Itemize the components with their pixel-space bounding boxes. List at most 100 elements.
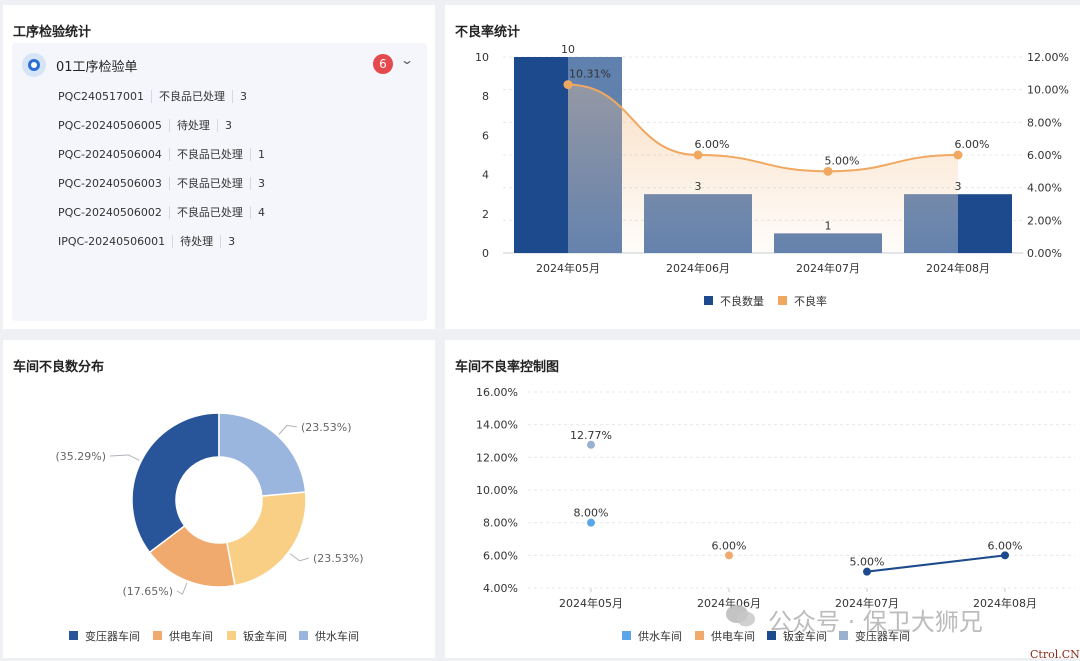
rate-line: [567, 83, 959, 173]
legend-label: 变压器车间: [855, 629, 910, 643]
chevron-down-icon[interactable]: ⌄: [399, 53, 415, 67]
inspection-qty: 3: [231, 90, 254, 103]
inspection-code: IPQC-20240506001: [58, 235, 166, 248]
legend-label: 钣金车间: [243, 629, 287, 643]
left-axis-tick-label: 10: [475, 51, 489, 64]
right-axis-tick-label: 4.00%: [1027, 182, 1062, 195]
series-line: [866, 554, 1006, 573]
scatter-point: [725, 551, 733, 560]
y-axis-tick-label: 16.00%: [476, 386, 518, 399]
legend-swatch: [767, 631, 776, 640]
inspection-row[interactable]: PQC-20240506004 不良品已处理 1: [58, 148, 272, 177]
legend-swatch: [153, 631, 162, 640]
slice-leader-line: [109, 454, 140, 461]
left-axis-tick-label: 6: [482, 129, 489, 142]
inspection-status: 不良品已处理: [150, 90, 232, 103]
y-axis-tick-label: 12.00%: [476, 451, 518, 464]
point-label: 5.00%: [850, 556, 885, 569]
legend-label: 供电车间: [169, 629, 213, 643]
inspection-list: PQC240517001 不良品已处理 3 PQC-20240506005 待处理 3 PQ…: [58, 90, 272, 264]
bar-value-label: 3: [695, 180, 702, 193]
inspection-qty: 3: [220, 235, 242, 248]
slice-leader-line: [176, 582, 188, 595]
inspection-status: 不良品已处理: [168, 177, 250, 190]
slice-label: (17.65%): [122, 585, 173, 598]
x-axis-tick-label: 2024年05月: [559, 596, 623, 610]
inspection-code: PQC-20240506002: [58, 206, 162, 219]
legend-swatch: [69, 631, 78, 640]
legend-label: 供电车间: [711, 629, 755, 643]
rate-label: 6.00%: [955, 138, 990, 151]
right-axis-tick-label: 8.00%: [1027, 116, 1062, 129]
right-axis-tick-label: 6.00%: [1027, 149, 1062, 162]
legend-label: 不良数量: [720, 294, 764, 308]
inspection-qty: 3: [249, 177, 272, 190]
y-axis-tick-label: 8.00%: [483, 517, 518, 530]
inspection-code: PQC240517001: [58, 90, 144, 103]
y-axis-tick-label: 14.00%: [476, 419, 518, 432]
left-axis-tick-label: 4: [482, 169, 489, 182]
x-axis-tick-label: 2024年08月: [973, 596, 1037, 610]
panel-title: 不良率统计: [455, 25, 521, 40]
slice-leader-line: [278, 424, 298, 435]
scatter-point: [1001, 551, 1009, 560]
point-label: 6.00%: [712, 539, 747, 552]
point-label: 6.00%: [988, 539, 1023, 552]
legend-swatch: [704, 296, 713, 305]
inspection-code: PQC-20240506005: [58, 119, 162, 132]
watermark: 公众号 · 保卫大狮兄: [724, 600, 1054, 636]
legend-label: 变压器车间: [85, 629, 140, 643]
right-axis-tick-label: 2.00%: [1027, 214, 1062, 227]
rate-point: [823, 166, 833, 176]
inspection-row[interactable]: PQC-20240506003 不良品已处理 3: [58, 177, 272, 206]
rate-area: [568, 84, 958, 253]
inspection-row[interactable]: PQC-20240506005 待处理 3: [58, 119, 272, 148]
y-axis-tick-label: 10.00%: [476, 484, 518, 497]
panel-title: 车间不良数分布: [13, 360, 105, 375]
inspection-row[interactable]: PQC-20240506002 不良品已处理 4: [58, 206, 272, 235]
donut-slice: [131, 412, 220, 554]
scatter-point: [587, 440, 595, 449]
workshop-donut-chart: (35.29%) (17.65%) (23.53%) (23.53%) 变压器车间 供电车…: [55, 412, 364, 643]
legend-label: 供水车间: [315, 629, 359, 643]
legend-label: 供水车间: [638, 629, 682, 643]
defect-rate-panel: 不良率统计 0.00% 2.00% 4.00% 6.00% 8.00% 10.00% 12.…: [445, 5, 1080, 329]
donut-slice: [148, 524, 236, 588]
x-axis-tick-label: 2024年05月: [536, 261, 600, 275]
inspection-status: 待处理: [172, 235, 220, 248]
panel-title: 工序检验统计: [13, 25, 92, 40]
inspection-group-header[interactable]: 01工序检验单 6 ⌄: [12, 43, 427, 83]
point-label: 12.77%: [570, 429, 612, 442]
bar-value-label: 3: [955, 180, 962, 193]
legend-swatch: [839, 631, 848, 640]
rate-label: 5.00%: [825, 154, 860, 167]
legend-swatch: [778, 296, 787, 305]
inspection-code: PQC-20240506004: [58, 148, 162, 161]
rate-point: [563, 80, 573, 90]
inspection-row[interactable]: IPQC-20240506001 待处理 3: [58, 235, 272, 264]
legend-label: 钣金车间: [783, 629, 827, 643]
slice-label: (35.29%): [55, 450, 106, 463]
inspection-qty: 3: [216, 119, 239, 132]
inspection-status: 不良品已处理: [168, 148, 250, 161]
legend-swatch: [227, 631, 236, 640]
x-axis-tick-label: 2024年07月: [835, 596, 899, 610]
inspection-qty: 4: [249, 206, 272, 219]
bar-highlight: [644, 194, 752, 253]
rate-label: 10.31%: [569, 68, 611, 81]
watermark-corner-text: Ctrol.CN: [1030, 648, 1080, 661]
bar-highlight: [568, 57, 622, 253]
left-axis-tick-label: 0: [482, 247, 489, 260]
inspection-row[interactable]: PQC240517001 不良品已处理 3: [58, 90, 272, 119]
slice-label: (23.53%): [301, 421, 352, 434]
process-inspection-panel: 工序检验统计 01工序检验单 6 ⌄ PQC240517001 不良品已处理 3 PQ…: [3, 5, 435, 329]
watermark-text: 公众号 · 保卫大狮兄: [768, 608, 983, 636]
bar-highlight: [904, 194, 958, 253]
right-axis-tick-label: 10.00%: [1027, 84, 1069, 97]
bar-value-label: 10: [561, 43, 575, 56]
inspection-qty: 1: [249, 148, 272, 161]
scatter-point: [587, 518, 595, 527]
legend-swatch: [695, 631, 704, 640]
inspection-code: PQC-20240506003: [58, 177, 162, 190]
workshop-distribution-panel: 车间不良数分布 (35.29%) (17.65%) (23.53%) (23.53%)…: [3, 340, 435, 658]
